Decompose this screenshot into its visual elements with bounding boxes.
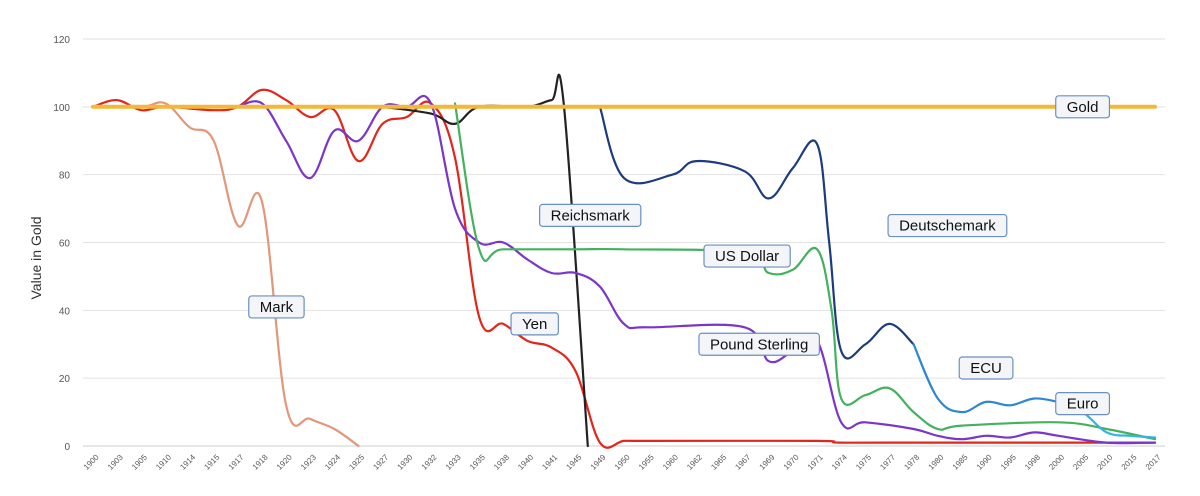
x-tick-label: 2010 (1095, 452, 1114, 471)
series-label-text: Euro (1067, 396, 1099, 413)
x-tick-label: 1920 (275, 452, 294, 471)
series-label-text: Gold (1067, 99, 1099, 116)
series-label-yen: Yen (510, 312, 559, 336)
x-tick-label: 1938 (492, 452, 511, 471)
series-label-text: Deutschemark (899, 218, 996, 235)
x-tick-label: 1905 (130, 452, 149, 471)
series-line-us-dollar (453, 102, 1157, 441)
x-tick-label: 1923 (299, 452, 318, 471)
x-tick-label: 1965 (709, 452, 728, 471)
y-tick-label: 40 (59, 306, 71, 317)
series-label-text: Pound Sterling (710, 336, 808, 353)
y-tick-label: 100 (53, 103, 70, 114)
series-label-ecu: ECU (958, 356, 1014, 380)
x-tick-label: 1998 (1023, 452, 1042, 471)
x-tick-label: 1935 (468, 452, 487, 471)
series-label-box (539, 203, 642, 227)
x-tick-label: 1940 (516, 452, 535, 471)
series-label-box (958, 356, 1014, 380)
x-tick-label: 1949 (589, 452, 608, 471)
x-tick-label: 1933 (444, 452, 463, 471)
y-axis-title: Value in Gold (28, 216, 44, 299)
series-label-us-dollar: US Dollar (703, 244, 791, 268)
x-tick-label: 1900 (82, 452, 101, 471)
x-tick-label: 1977 (878, 452, 897, 471)
x-tick-label: 1967 (733, 452, 752, 471)
x-tick-label: 1927 (371, 452, 390, 471)
x-tick-label: 1910 (154, 452, 173, 471)
series-label-text: US Dollar (715, 248, 779, 265)
x-tick-label: 1975 (854, 452, 873, 471)
series-line-yen (91, 88, 1157, 449)
x-tick-label: 1932 (420, 452, 439, 471)
x-tick-label: 2015 (1120, 452, 1139, 471)
y-tick-label: 60 (59, 239, 71, 250)
series-label-text: Yen (522, 316, 547, 333)
series-label-text: Mark (260, 299, 294, 316)
x-tick-label: 1930 (396, 452, 415, 471)
x-tick-label: 1924 (323, 452, 342, 471)
series-label-box (887, 213, 1008, 238)
series-line-deutschemark (598, 105, 915, 360)
x-tick-label: 1960 (661, 452, 680, 471)
x-tick-label: 1903 (106, 452, 125, 471)
series-label-pound-sterling: Pound Sterling (698, 332, 820, 356)
x-tick-label: 1918 (251, 452, 270, 471)
grid-layer (83, 38, 1165, 447)
y-tick-label: 0 (64, 442, 70, 453)
x-tick-label: 1971 (806, 452, 825, 471)
series-label-box (703, 244, 791, 268)
series-layer (91, 73, 1157, 449)
series-label-box (510, 312, 559, 336)
x-tick-label: 2017 (1144, 452, 1163, 471)
x-tick-label: 1955 (637, 452, 656, 471)
series-label-text: Reichsmark (551, 207, 631, 224)
y-tick-label: 20 (59, 374, 71, 385)
x-tick-label: 1962 (685, 452, 704, 471)
tick-layer: 0 20 40 60 80 100 120 1900 1903 1905 1910 1914 1915 1… (53, 35, 1163, 472)
series-label-euro: Euro (1055, 392, 1111, 416)
series-label-reichsmark: Reichsmark (539, 203, 642, 227)
x-tick-label: 1915 (202, 452, 221, 471)
x-tick-label: 1969 (758, 452, 777, 471)
series-line-ecu (912, 343, 1060, 414)
series-line-mark (91, 101, 360, 448)
x-tick-label: 1995 (999, 452, 1018, 471)
x-tick-label: 1945 (564, 452, 583, 471)
x-tick-label: 1970 (782, 452, 801, 471)
series-label-mark: Mark (248, 295, 305, 319)
x-tick-label: 1978 (902, 452, 921, 471)
x-tick-label: 1974 (830, 452, 849, 471)
x-tick-label: 1917 (227, 452, 246, 471)
x-tick-label: 1914 (178, 452, 197, 471)
x-tick-label: 2005 (1071, 452, 1090, 471)
series-label-gold: Gold (1055, 95, 1111, 119)
series-label-box (1055, 95, 1111, 119)
y-tick-label: 80 (59, 171, 71, 182)
series-label-box (1055, 392, 1111, 416)
x-tick-label: 1985 (951, 452, 970, 471)
series-label-box (698, 332, 820, 356)
x-tick-label: 1980 (927, 452, 946, 471)
series-label-deutschemark: Deutschemark (887, 213, 1008, 238)
x-tick-label: 1925 (347, 452, 366, 471)
y-tick-label: 120 (53, 35, 70, 46)
series-label-box (248, 295, 305, 319)
x-tick-label: 1990 (975, 452, 994, 471)
series-label-text: ECU (970, 360, 1002, 377)
label-layer: Mark Yen Reichsmark Pound Sterling US Dollar… (248, 95, 1111, 416)
series-line-pound-sterling (236, 95, 1157, 445)
x-tick-label: 2000 (1047, 452, 1066, 471)
x-tick-label: 1941 (540, 452, 559, 471)
x-tick-label: 1950 (613, 452, 632, 471)
